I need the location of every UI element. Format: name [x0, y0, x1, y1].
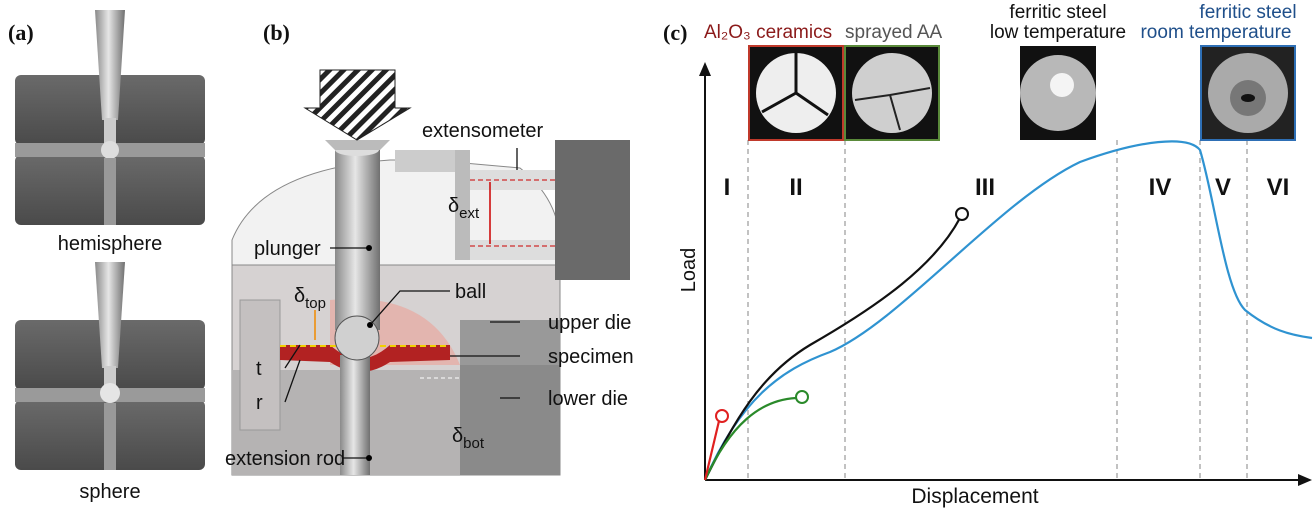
label: upper die — [548, 312, 631, 334]
axis-label: Displacement — [911, 485, 1038, 508]
label: lower die — [548, 388, 628, 410]
label: t — [256, 358, 262, 380]
label: r — [256, 392, 263, 414]
caption: hemisphere — [58, 233, 163, 255]
label: ball — [455, 281, 486, 303]
material-label: low temperature — [990, 22, 1126, 43]
panel-label: (b) — [263, 20, 290, 45]
material-label: sprayed AA — [845, 22, 942, 43]
stage-label: IV — [1149, 174, 1172, 201]
symbol-base: δ — [448, 195, 459, 217]
curve — [705, 421, 719, 480]
symbol-subscript: ext — [459, 205, 480, 222]
panel-a: (a) hemisphere sphere — [8, 10, 205, 503]
specimen-images — [749, 46, 1295, 140]
material-label: room temperature — [1140, 22, 1291, 43]
symbol-subscript: bot — [463, 435, 485, 452]
label: extensometer — [422, 120, 544, 142]
stage-label: VI — [1267, 174, 1290, 201]
panel-c: (c) Al₂O₃ ceramics sprayed AA ferritic s… — [663, 2, 1312, 508]
panel-b: (b) extensometer δext plunger δtop ball … — [225, 20, 634, 475]
panel-label: (c) — [663, 20, 687, 45]
stage-label: I — [724, 174, 731, 201]
figure: (a) hemisphere sphere (b) — [0, 0, 1316, 510]
caption: sphere — [79, 481, 140, 503]
axis-label: Load — [678, 248, 700, 293]
material-label: ferritic steel — [1009, 2, 1106, 23]
symbol-base: δ — [294, 285, 305, 307]
stage-label: V — [1215, 174, 1231, 201]
label: extension rod — [225, 448, 345, 470]
label: specimen — [548, 346, 634, 368]
symbol-base: δ — [452, 425, 463, 447]
material-label: ferritic steel — [1199, 2, 1296, 23]
curve — [705, 218, 960, 480]
sphere-die — [15, 262, 205, 470]
hemisphere-die — [15, 10, 205, 225]
stage-label: II — [789, 174, 802, 201]
stage-label: III — [975, 174, 995, 201]
material-label: Al₂O₃ ceramics — [704, 22, 832, 43]
label: plunger — [254, 238, 321, 260]
symbol-subscript: top — [305, 295, 326, 312]
panel-label: (a) — [8, 20, 34, 45]
